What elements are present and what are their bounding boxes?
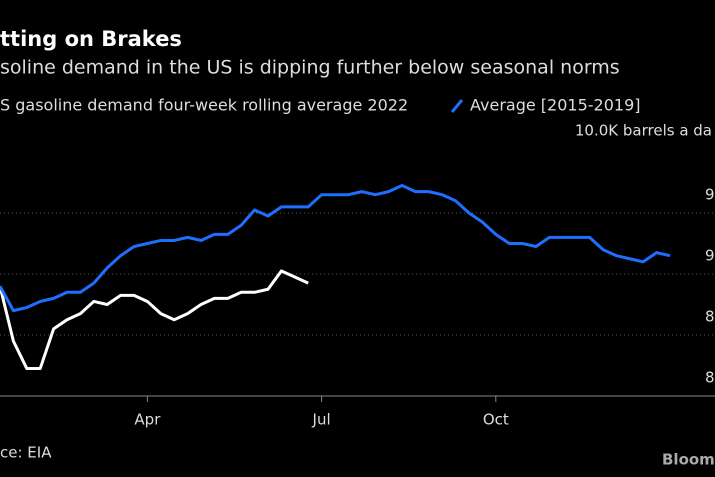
y-tick-label: 8 [705,369,715,387]
y-tick-label: 8 [705,308,715,326]
chart-title: tting on Brakes [0,27,182,51]
source: ce: EIA [0,444,52,462]
series-line [0,184,671,313]
y-tick-label: 9 [705,247,715,265]
series-line [0,269,309,371]
x-tick-label: Oct [483,411,509,429]
chart-subtitle: soline demand in the US is dipping furth… [0,57,620,79]
x-tick-label: Jul [312,411,331,429]
brand: Bloom [662,451,715,469]
legend-label: S gasoline demand four-week rolling aver… [0,96,408,115]
x-tick-label: Apr [134,411,161,429]
y-axis-label: 10.0K barrels a da [575,122,712,140]
y-tick-label: 9 [705,186,715,204]
legend-swatch [450,99,464,113]
legend-label: Average [2015-2019] [470,96,640,115]
